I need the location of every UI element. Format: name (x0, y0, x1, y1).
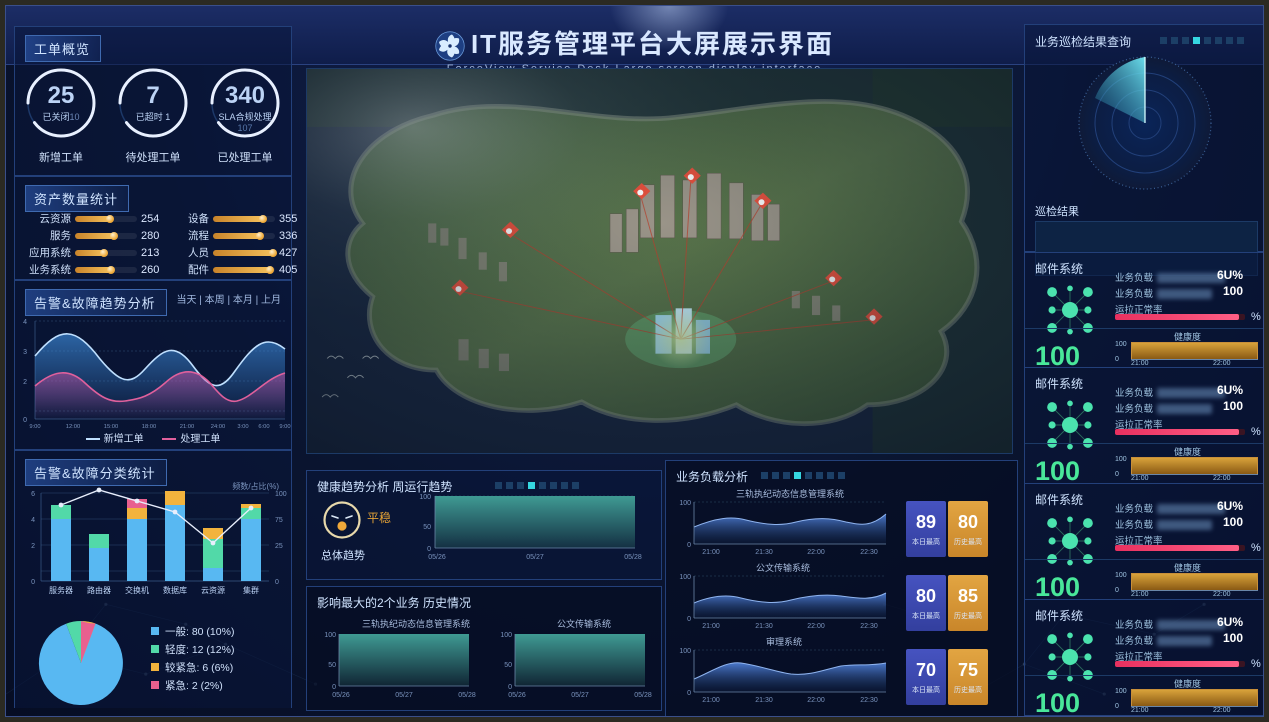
svg-text:0: 0 (687, 542, 691, 549)
svg-text:0: 0 (687, 616, 691, 623)
svg-text:22:00: 22:00 (807, 697, 825, 704)
svg-text:0: 0 (275, 579, 279, 586)
svg-text:22:30: 22:30 (860, 549, 878, 556)
svg-text:21:30: 21:30 (755, 549, 773, 556)
svg-text:0: 0 (23, 417, 27, 424)
svg-text:0: 0 (427, 546, 431, 553)
svg-text:0: 0 (332, 684, 336, 691)
svg-text:05/28: 05/28 (624, 554, 642, 561)
svg-text:22:00: 22:00 (807, 623, 825, 630)
svg-text:数据库: 数据库 (163, 585, 187, 595)
svg-text:22:30: 22:30 (860, 697, 878, 704)
svg-text:0: 0 (508, 684, 512, 691)
svg-text:05/27: 05/27 (571, 692, 589, 699)
svg-text:21:30: 21:30 (755, 623, 773, 630)
svg-text:0: 0 (31, 579, 35, 586)
svg-text:100: 100 (679, 574, 691, 581)
svg-text:6: 6 (31, 491, 35, 498)
svg-text:21:00: 21:00 (702, 623, 720, 630)
svg-text:100: 100 (419, 494, 431, 501)
svg-text:50: 50 (504, 662, 512, 669)
svg-text:25: 25 (275, 543, 283, 550)
svg-text:交换机: 交换机 (125, 585, 149, 595)
svg-text:05/26: 05/26 (428, 554, 446, 561)
svg-text:100: 100 (679, 648, 691, 655)
svg-text:05/27: 05/27 (395, 692, 413, 699)
svg-text:4: 4 (31, 517, 35, 524)
svg-text:云资源: 云资源 (201, 585, 225, 595)
svg-text:服务器: 服务器 (49, 585, 73, 595)
svg-text:0: 0 (687, 690, 691, 697)
svg-text:75: 75 (275, 517, 283, 524)
svg-text:集群: 集群 (243, 585, 259, 595)
svg-text:21:00: 21:00 (702, 549, 720, 556)
svg-text:21:00: 21:00 (702, 697, 720, 704)
svg-text:22:00: 22:00 (807, 549, 825, 556)
svg-text:100: 100 (324, 632, 336, 639)
svg-text:22:30: 22:30 (860, 623, 878, 630)
svg-text:05/28: 05/28 (634, 692, 652, 699)
svg-text:100: 100 (679, 500, 691, 507)
svg-text:3: 3 (23, 349, 27, 356)
svg-text:05/28: 05/28 (458, 692, 476, 699)
svg-text:4: 4 (23, 319, 27, 326)
svg-text:2: 2 (31, 543, 35, 550)
svg-text:50: 50 (423, 524, 431, 531)
svg-text:100: 100 (500, 632, 512, 639)
svg-text:05/27: 05/27 (526, 554, 544, 561)
svg-text:路由器: 路由器 (87, 585, 111, 595)
svg-text:05/26: 05/26 (332, 692, 350, 699)
svg-text:100: 100 (275, 491, 287, 498)
svg-text:21:30: 21:30 (755, 697, 773, 704)
svg-text:50: 50 (328, 662, 336, 669)
svg-text:2: 2 (23, 379, 27, 386)
svg-text:05/26: 05/26 (508, 692, 526, 699)
